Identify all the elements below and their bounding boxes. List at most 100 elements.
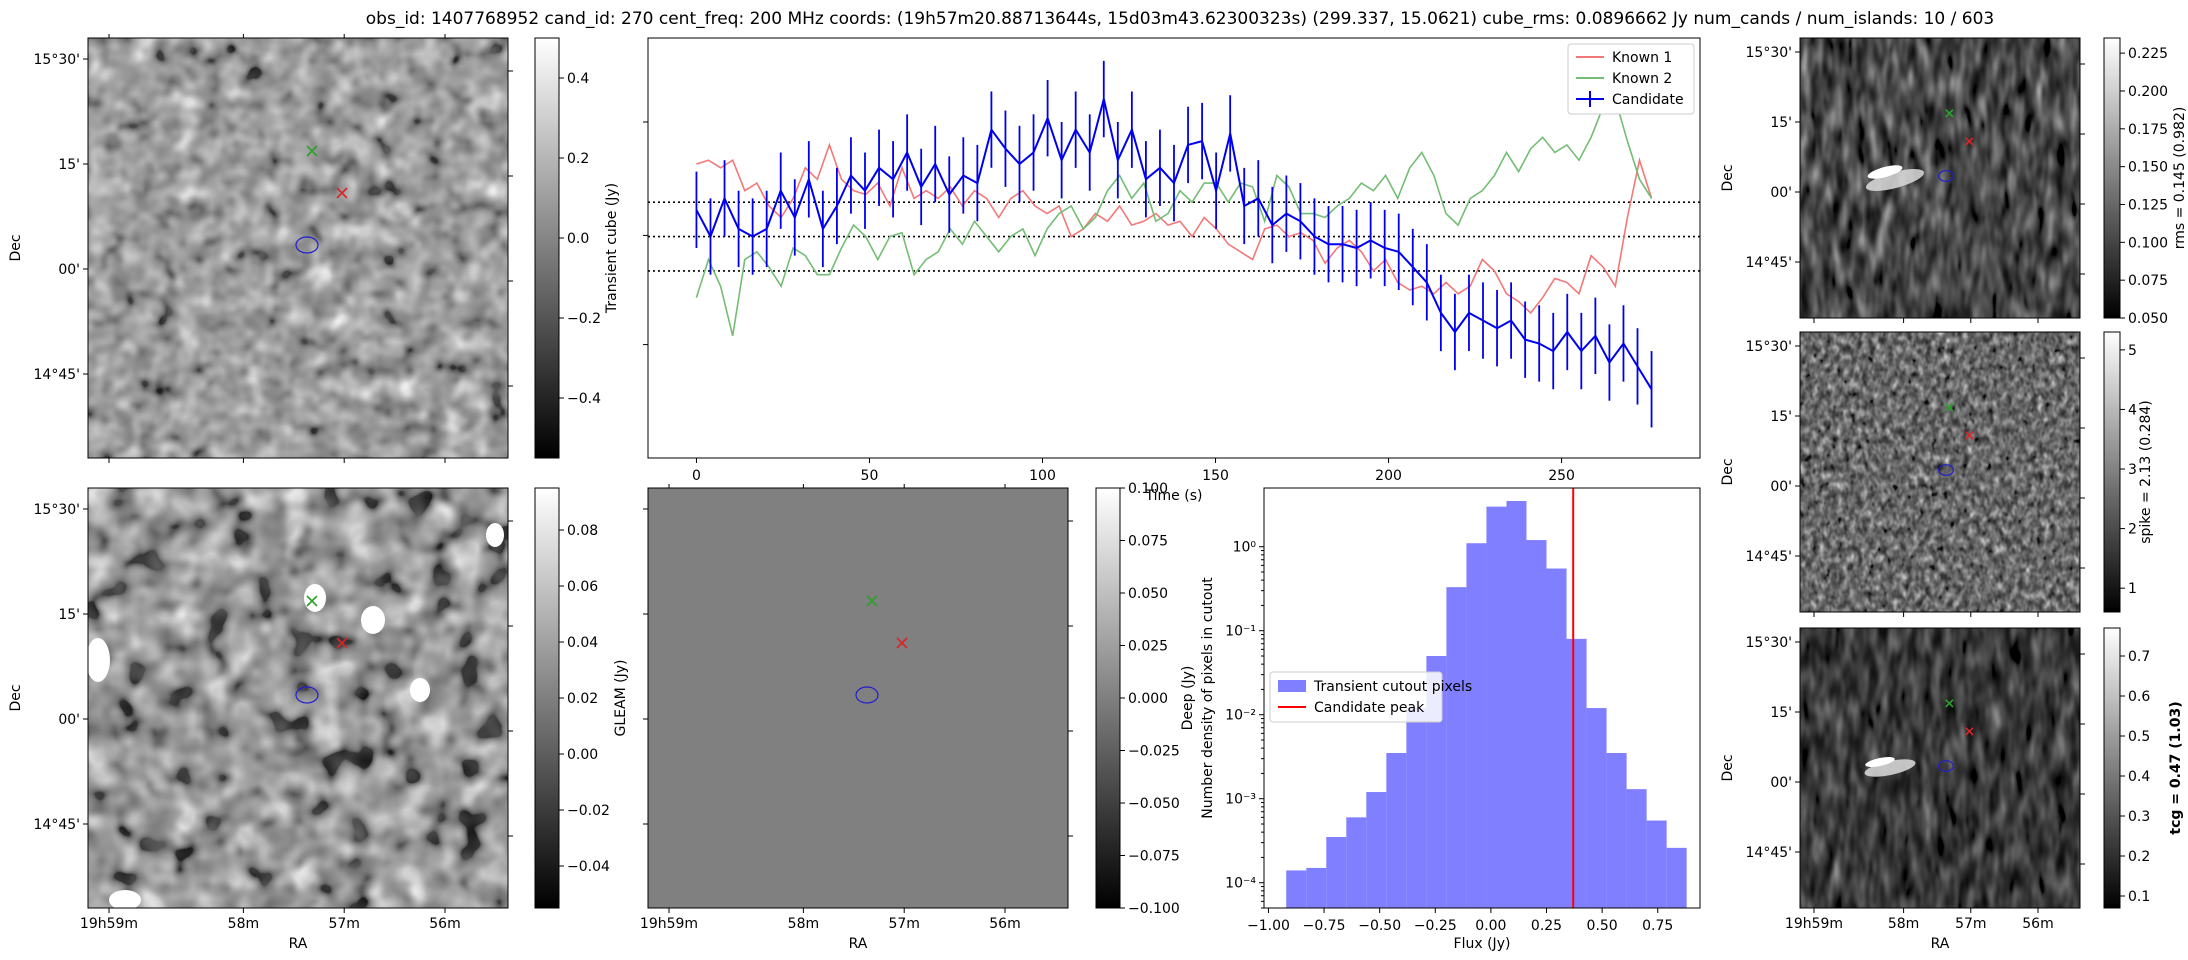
candidate-contour [1938,760,1954,772]
colorbar-tick-label: −0.2 [567,311,601,327]
y-tick-label: 10⁻⁴ [1225,876,1256,892]
histogram-bar [1386,753,1407,908]
ra-tick-label: 56m [429,916,460,932]
candidate-contour [295,686,319,704]
colorbar-tick-label: 0.175 [2128,122,2168,138]
dec-tick-label: 00' [58,262,80,278]
dec-tick-label: 15' [58,157,80,173]
dec-tick-label: 14°45' [1746,549,1792,565]
colorbar-tick-label: −0.050 [1128,796,1180,812]
transient-colorbar-label: Transient cube (Jy) [604,183,620,314]
histogram-ylabel: Number density of pixels in cutout [1200,577,1216,819]
source-marker [866,595,878,607]
deep-panel [647,487,1069,909]
dec-axis-label: Dec [1720,754,1736,781]
ra-tick-label: 19h59m [1785,916,1843,932]
source-marker [336,637,348,649]
colorbar-tick-label: −0.04 [567,859,610,875]
colorbar-tick-label: 0.2 [567,151,589,167]
spike-panel [1799,331,2081,613]
colorbar-tick-label: −0.025 [1128,744,1180,760]
colorbar-tick-label: 0.00 [567,747,598,763]
gleam-panel [86,487,509,910]
spike-colorbar-label: spike = 2.13 (0.284) [2138,400,2154,544]
y-tick-label: 10⁰ [1233,540,1257,556]
histogram-panel: −1.00 −0.75 −0.50 −0.25 0.00 0.25 0.50 0.75 10⁰ 1… [1200,487,1701,952]
candidate-contour [1938,464,1954,476]
dec-tick-label: 15°30' [1746,635,1792,651]
ra-tick-label: 56m [989,916,1020,932]
tcg-colorbar: 0.7 0.6 0.5 0.4 0.3 0.2 0.1 tcg = 0.47 (1.03) [2103,627,2184,909]
colorbar-tick-label: −0.02 [567,803,610,819]
colorbar-tick-label: 0.2 [2128,849,2150,865]
ra-tick-label: 56m [2022,916,2053,932]
x-tick-label: −0.75 [1303,918,1346,934]
x-tick-label: −0.50 [1358,918,1401,934]
colorbar-tick-label: 0.075 [2128,273,2168,289]
colorbar-tick-label: 0.125 [2128,197,2168,213]
deep-image [647,487,1069,909]
ra-axis-label: RA [289,936,308,952]
spike-image [1800,332,2080,612]
colorbar-tick-label: 0.6 [2128,689,2150,705]
colorbar-tick-label: 0.02 [567,691,598,707]
tcg-colorbar-label: tcg = 0.47 (1.03) [2168,701,2184,834]
gleam-colorbar: 0.08 0.06 0.04 0.02 0.00 −0.02 −0.04 GLEAM (Jy… [534,487,629,909]
colorbar-tick-label: 0.100 [2128,235,2168,251]
colorbar-tick-label: 0.025 [1128,639,1168,655]
histogram-frame [1263,487,1701,909]
y-tick-label: 10⁻³ [1225,792,1256,808]
colorbar-tick-label: 0.075 [1128,534,1168,550]
histogram-bar [1546,568,1567,908]
histogram-bar [1446,587,1467,908]
rms-colorbar: 0.225 0.200 0.175 0.150 0.125 0.100 0.075 0.050… [2103,37,2188,327]
dec-tick-label: 14°45' [1746,255,1792,271]
deep-colorbar: 0.100 0.075 0.050 0.025 0.000 −0.025 −0.050 −0.… [1095,481,1196,917]
histogram-bar [1286,870,1307,908]
histogram-bar [1306,867,1327,908]
histogram-bar [1586,708,1607,908]
dec-tick-label: 14°45' [34,367,80,383]
colorbar-tick-label: 0.04 [567,635,598,651]
colorbar-tick-label: 0.08 [567,523,598,539]
rms-image [1800,38,2080,318]
histogram-bar [1666,847,1687,908]
colorbar-tick-label: 0.4 [567,71,589,87]
ra-tick-label: 58m [788,916,819,932]
legend-histogram: Transient cutout pixels [1313,679,1472,695]
colorbar-tick-label: 0.225 [2128,46,2168,62]
gleam-colorbar-label: GLEAM (Jy) [613,660,629,737]
x-tick-label: 100 [1029,468,1056,484]
x-tick-label: 0.50 [1587,918,1618,934]
dec-tick-label: 15' [1770,115,1792,131]
lightcurve-xlabel: Time (s) [1145,488,1203,504]
ra-tick-label: 19h59m [80,916,138,932]
spike-colorbar: 5 4 3 2 1 spike = 2.13 (0.284) [2103,331,2154,613]
dec-tick-label: 00' [58,712,80,728]
colorbar-tick-label: 0.1 [2128,889,2150,905]
colorbar-tick-label: 0.7 [2128,649,2150,665]
colorbar-tick-label: 0.5 [2128,729,2150,745]
ra-tick-label: 57m [1955,916,1986,932]
source-marker [1965,727,1974,736]
colorbar-tick-label: 0.0 [567,231,589,247]
rms-colorbar-label: rms = 0.145 (0.982) [2172,107,2188,250]
colorbar-tick-label: 0.050 [1128,586,1168,602]
transient-cube-image [88,38,508,458]
colorbar-tick-label: 0.050 [2128,311,2168,327]
colorbar-tick-label: −0.4 [567,391,601,407]
colorbar-tick-label: 0.06 [567,579,598,595]
colorbar-tick-label: 0.000 [1128,691,1168,707]
histogram-bar [1406,708,1427,908]
candidate-contour [295,236,319,254]
dec-tick-label: 15°30' [1746,339,1792,355]
colorbar-tick-label: 0.4 [2128,769,2150,785]
dec-tick-label: 15°30' [1746,45,1792,61]
ra-tick-label: 19h59m [640,916,698,932]
x-tick-label: −0.25 [1414,918,1457,934]
dec-tick-label: 00' [1770,185,1792,201]
histogram-bar [1626,789,1647,908]
lightcurve-panel: 0 50 100 150 200 250 Time (s) Known 1 Known 2… [643,37,1701,504]
dec-tick-label: 15' [1770,409,1792,425]
